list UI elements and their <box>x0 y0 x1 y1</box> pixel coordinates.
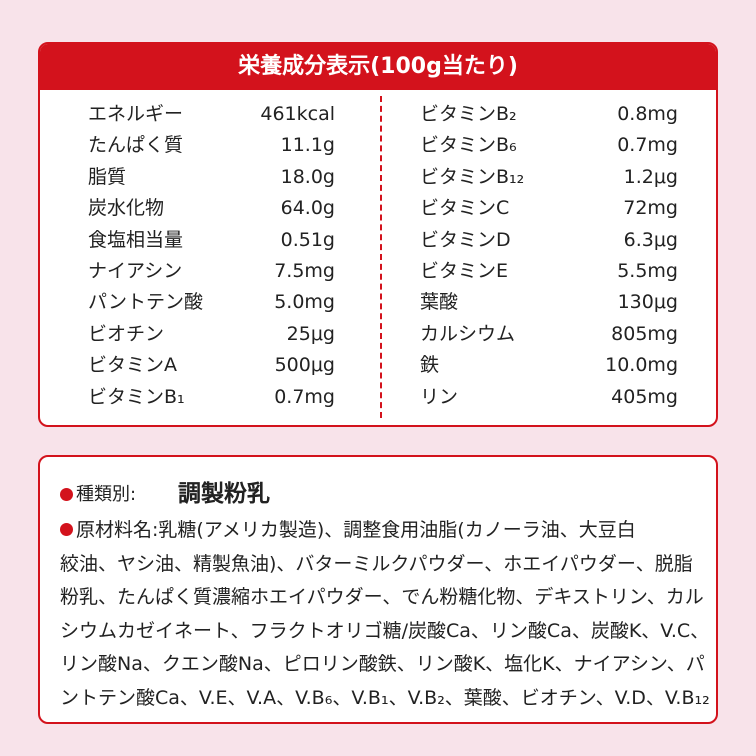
nutrient-value: 0.7mg <box>617 134 678 157</box>
nutrient-name: ビタミンC <box>420 197 510 220</box>
nutrient-name: たんぱく質 <box>88 134 184 157</box>
nutrient-value: 461kcal <box>260 103 335 125</box>
ingredient-line: ントテン酸Ca、V.E、V.A、V.B₆、V.B₁、V.B₂、葉酸、ビオチン、V… <box>60 686 710 709</box>
bullet <box>60 488 73 501</box>
nutrient-name: ビオチン <box>88 322 165 345</box>
nutrient-name: エネルギー <box>88 103 184 125</box>
nutrient-value: 805mg <box>611 322 678 345</box>
ingredient-line: 原材料名:乳糖(アメリカ製造)、調整食用油脂(カノーラ油、大豆白 <box>76 519 636 541</box>
nutrition-panel: 栄養成分表示(100g当たり) エネルギー 461kcal たんぱく質 11.1g 脂質… <box>38 42 718 427</box>
nutrient-value: 0.8mg <box>617 103 678 125</box>
nutrient-value: 1.2μg <box>623 165 678 188</box>
type-label: 種類別: <box>76 484 137 505</box>
details-panel: 種類別: 調製粉乳 原材料名:乳糖(アメリカ製造)、調整食用油脂(カノーラ油、大… <box>38 455 718 724</box>
nutrient-name: 食塩相当量 <box>88 228 184 251</box>
nutrient-value: 11.1g <box>280 134 335 157</box>
type-value: 調製粉乳 <box>178 481 270 507</box>
nutrient-value: 0.7mg <box>274 385 335 408</box>
nutrient-name: カルシウム <box>420 322 516 345</box>
nutrient-name: ビタミンA <box>88 354 177 377</box>
nutrient-value: 500μg <box>274 354 335 377</box>
divider <box>380 96 382 418</box>
nutrient-name: 葉酸 <box>420 291 459 314</box>
nutrient-name: ビタミンB₆ <box>420 134 517 157</box>
nutrient-value: 405mg <box>611 385 678 408</box>
ingredient-line: リン酸Na、クエン酸Na、ピロリン酸鉄、リン酸K、塩化K、ナイアシン、パ <box>60 653 705 675</box>
nutrient-name: ビタミンB₁₂ <box>420 165 525 188</box>
nutrient-value: 6.3μg <box>623 228 678 251</box>
nutrient-value: 25μg <box>286 322 335 345</box>
nutrient-name: ビタミンB₁ <box>88 385 185 408</box>
nutrient-name: ビタミンB₂ <box>420 103 517 125</box>
nutrient-name: 炭水化物 <box>88 197 165 220</box>
nutrient-value: 64.0g <box>280 197 335 220</box>
nutrient-name: 鉄 <box>420 354 440 377</box>
nutrient-value: 7.5mg <box>274 260 335 282</box>
nutrient-name: ビタミンE <box>420 260 509 282</box>
panel-title: 栄養成分表示(100g当たり) <box>40 44 716 90</box>
nutrient-name: 脂質 <box>88 165 127 188</box>
nutrient-value: 10.0mg <box>605 354 678 377</box>
nutrient-name: リン <box>420 385 459 408</box>
ingredient-line: 絞油、ヤシ油、精製魚油)、バターミルクパウダー、ホエイパウダー、脱脂 <box>60 552 693 575</box>
bullet <box>60 523 73 536</box>
nutrient-value: 5.0mg <box>274 291 335 314</box>
nutrient-name: パントテン酸 <box>88 291 203 314</box>
ingredient-line: 粉乳、たんぱく質濃縮ホエイパウダー、でん粉糖化物、デキストリン、カル <box>60 586 704 608</box>
nutrient-value: 0.51g <box>280 228 335 251</box>
nutrient-value: 5.5mg <box>617 260 678 282</box>
ingredient-line: シウムカゼイネート、フラクトオリゴ糖/炭酸Ca、リン酸Ca、炭酸K、V.C、 <box>60 619 710 642</box>
nutrient-name: ビタミンD <box>420 228 511 251</box>
nutrient-value: 18.0g <box>280 165 335 188</box>
nutrient-name: ナイアシン <box>88 260 183 282</box>
nutrient-value: 130μg <box>617 291 678 314</box>
nutrient-value: 72mg <box>623 197 678 220</box>
